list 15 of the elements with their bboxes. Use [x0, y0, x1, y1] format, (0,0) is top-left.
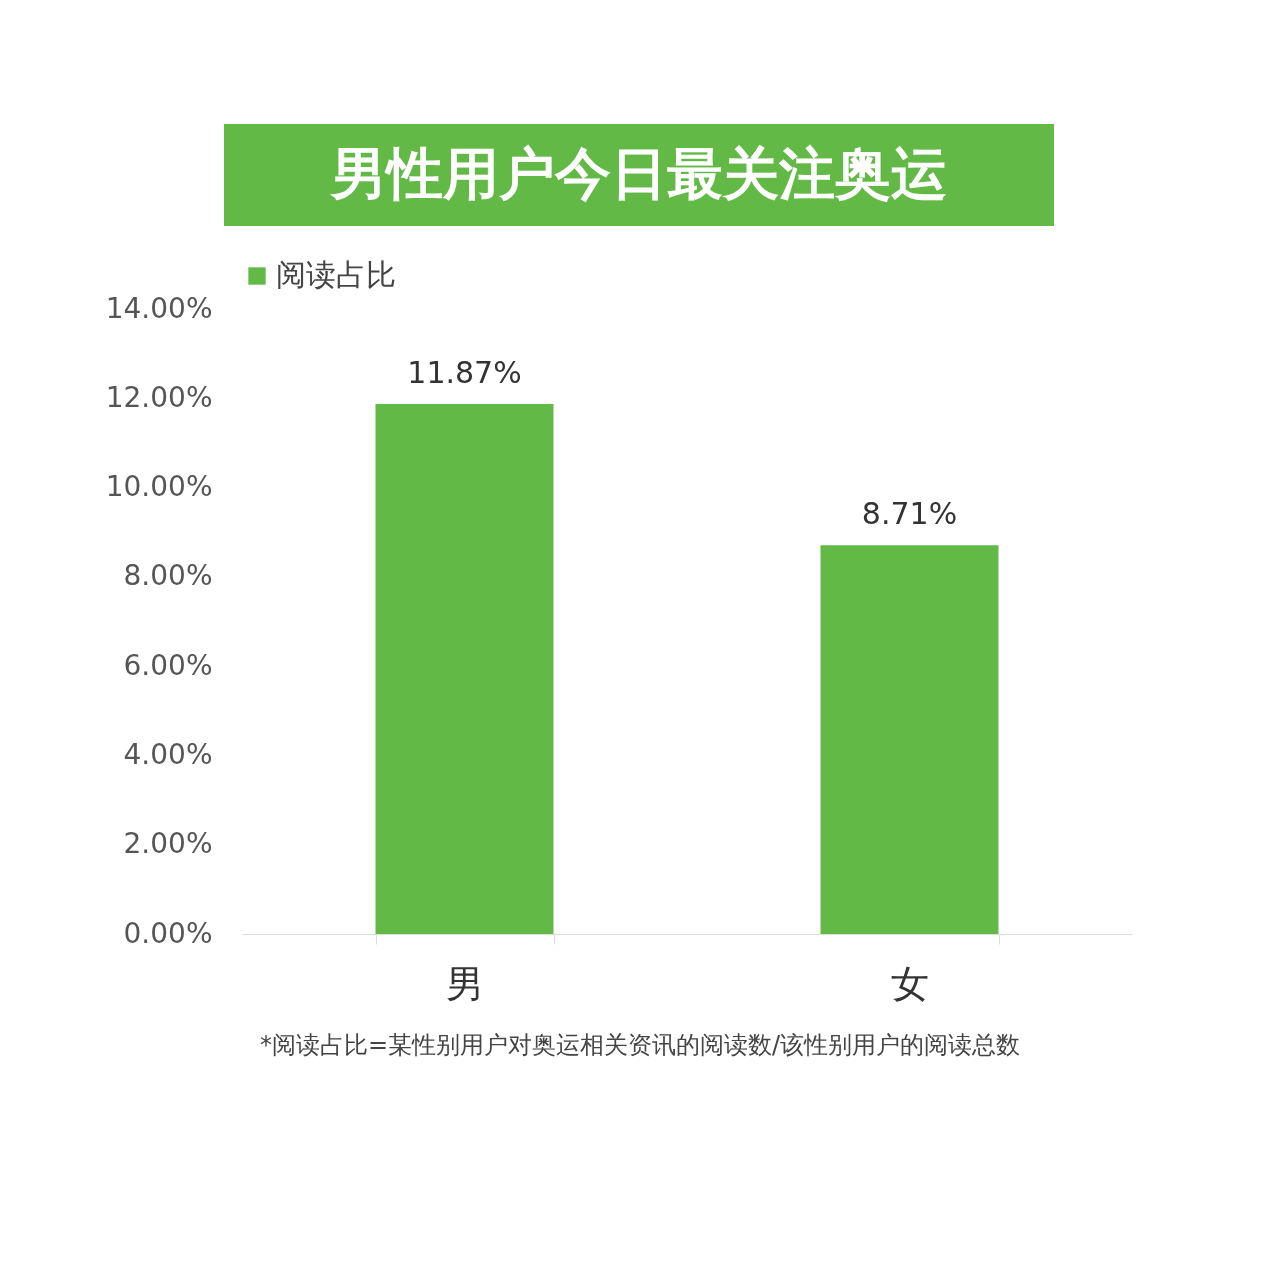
x-tick-label: 男 — [446, 961, 484, 1006]
y-tick-label: 4.00% — [123, 737, 213, 771]
text: *阅读占比=某性别用户对奥运相关资讯的阅读数/该性别用户的阅读总数 — [258, 1030, 1022, 1061]
y-tick-label: 10.00% — [105, 470, 213, 504]
legend-label: 阅读占比 — [276, 257, 396, 292]
y-tick-label: 14.00% — [105, 291, 213, 325]
y-tick-label: 12.00% — [105, 380, 213, 414]
x-tick-label: 女 — [891, 961, 929, 1006]
y-tick-label: 2.00% — [123, 827, 213, 861]
chart-title: 男性用户今日最关注奥运 — [224, 124, 1054, 226]
y-tick-label: 6.00% — [123, 648, 213, 682]
data-label: 11.87% — [407, 355, 522, 391]
y-tick-label: 8.00% — [123, 559, 213, 593]
data-label: 8.71% — [861, 496, 958, 532]
y-tick-label: 0.00% — [123, 916, 213, 950]
